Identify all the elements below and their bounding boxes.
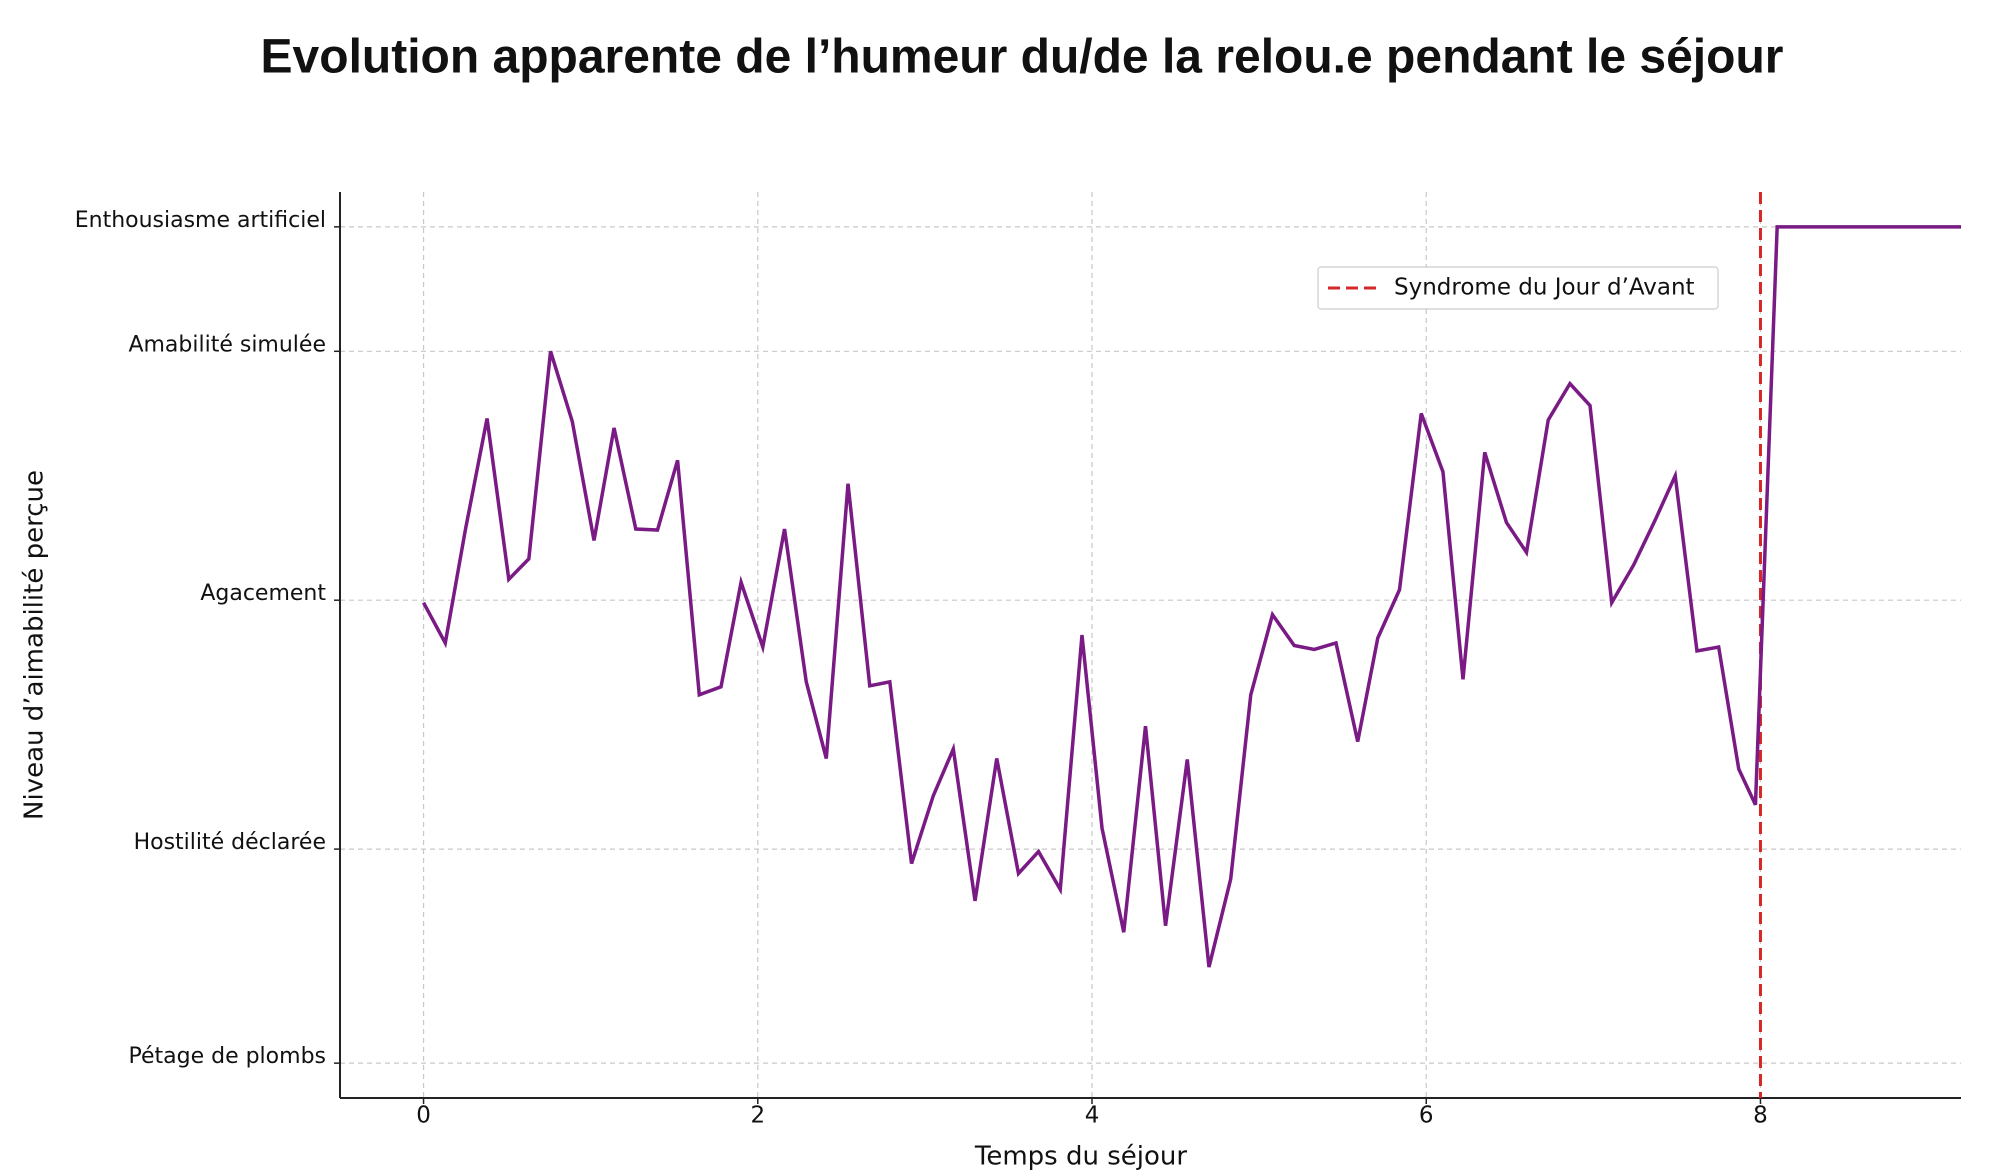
x-tick-label: 8 [1753, 1103, 1768, 1129]
data-line [422, 225, 1961, 968]
y-tick-label: Hostilité déclarée [134, 830, 326, 855]
x-tick-label: 2 [750, 1103, 765, 1129]
legend-label: Syndrome du Jour d’Avant [1394, 275, 1695, 301]
x-tick-label: 6 [1419, 1103, 1434, 1129]
y-tick-label: Agacement [200, 581, 326, 606]
x-tick-label: 0 [416, 1103, 431, 1129]
legend-box [1317, 266, 1719, 310]
y-tick-label: Amabilité simulée [128, 332, 326, 357]
y-tick-label: Pétage de plombs [128, 1044, 326, 1069]
x-tick-label: 4 [1085, 1103, 1100, 1129]
y-tick-label: Enthousiasme artificiel [75, 208, 326, 233]
x-axis-label: Temps du séjour [974, 1142, 1188, 1172]
y-axis-label: Niveau d’aimabilité perçue [20, 470, 50, 820]
chart-title: Evolution apparente de l’humeur du/de la… [261, 31, 1784, 84]
